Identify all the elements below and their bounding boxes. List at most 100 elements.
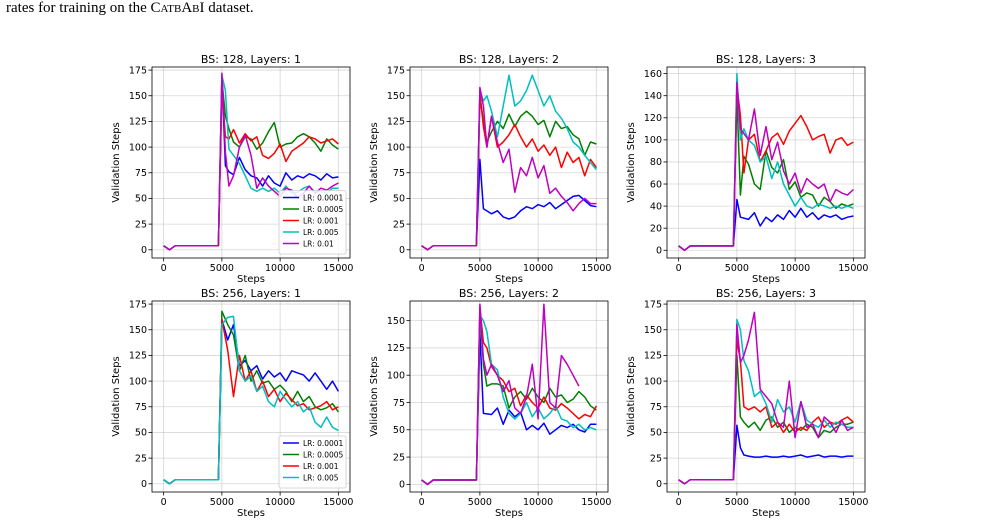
x-axis-label: Steps bbox=[237, 274, 265, 285]
y-tick-label: 100 bbox=[387, 142, 405, 153]
legend-box bbox=[278, 435, 347, 489]
caption-prefix: rates for training on the bbox=[6, 0, 151, 16]
legend-label: LR: 0.001 bbox=[303, 217, 339, 226]
y-tick-label: 150 bbox=[387, 91, 405, 102]
legend-label: LR: 0.005 bbox=[303, 228, 339, 237]
x-tick-label: 5000 bbox=[725, 263, 749, 274]
x-tick-label: 0 bbox=[419, 497, 425, 508]
y-tick-label: 40 bbox=[650, 201, 662, 212]
x-tick-label: 15000 bbox=[323, 263, 353, 274]
y-axis-label: Validation Steps bbox=[369, 356, 380, 437]
chart-title: BS: 128, Layers: 3 bbox=[716, 53, 816, 66]
x-tick-label: 10000 bbox=[523, 497, 553, 508]
x-tick-label: 15000 bbox=[838, 263, 868, 274]
chart-panel-1: 0 5000 10000 15000 0 25 50 75 100 125 150 175 BS: 12… bbox=[111, 53, 353, 285]
y-tick-label: 75 bbox=[650, 402, 662, 413]
y-tick-label: 75 bbox=[393, 398, 405, 409]
series-line-3 bbox=[421, 306, 598, 486]
series-line-3 bbox=[678, 339, 854, 485]
legend-label: LR: 0.0001 bbox=[303, 439, 344, 448]
y-axis-label: Validation Steps bbox=[626, 122, 637, 203]
y-tick-label: 125 bbox=[129, 117, 147, 128]
y-tick-label: 75 bbox=[393, 168, 405, 179]
series-line-4 bbox=[421, 74, 597, 251]
y-tick-label: 20 bbox=[650, 223, 662, 234]
y-tick-label: 0 bbox=[141, 245, 147, 256]
y-tick-label: 125 bbox=[644, 351, 662, 362]
x-axis-label: Steps bbox=[752, 274, 780, 285]
y-tick-label: 100 bbox=[129, 142, 147, 153]
x-axis-label: Steps bbox=[752, 508, 780, 519]
plot-frame bbox=[151, 66, 351, 259]
chart-panel-4: 0 5000 10000 15000 0 25 50 75 100 125 150 175 BS: 25… bbox=[111, 287, 353, 519]
x-axis-label: Steps bbox=[495, 508, 523, 519]
y-tick-label: 75 bbox=[135, 402, 147, 413]
series-line-2 bbox=[163, 310, 340, 485]
series-group bbox=[678, 72, 854, 252]
series-group bbox=[421, 303, 598, 486]
x-tick-label: 5000 bbox=[725, 497, 749, 508]
y-tick-label: 50 bbox=[135, 428, 147, 439]
x-tick-label: 10000 bbox=[523, 263, 553, 274]
y-tick-label: 140 bbox=[644, 91, 662, 102]
x-tick-label: 5000 bbox=[210, 497, 234, 508]
legend-box bbox=[278, 190, 347, 255]
series-group bbox=[678, 311, 854, 485]
y-tick-label: 175 bbox=[644, 299, 662, 310]
y-tick-label: 150 bbox=[387, 316, 405, 327]
x-tick-label: 15000 bbox=[581, 497, 611, 508]
y-tick-label: 80 bbox=[650, 157, 662, 168]
y-tick-label: 120 bbox=[644, 113, 662, 124]
chart-title: BS: 128, Layers: 2 bbox=[459, 53, 559, 66]
x-axis-label: Steps bbox=[237, 508, 265, 519]
x-tick-label: 5000 bbox=[468, 497, 492, 508]
series-line-1 bbox=[678, 198, 854, 252]
series-line-3 bbox=[163, 318, 339, 485]
y-tick-label: 160 bbox=[644, 69, 662, 80]
x-tick-label: 5000 bbox=[468, 263, 492, 274]
legend-label: LR: 0.005 bbox=[303, 474, 339, 483]
y-tick-label: 0 bbox=[656, 246, 662, 257]
chart-title: BS: 256, Layers: 3 bbox=[716, 287, 816, 300]
x-tick-label: 0 bbox=[676, 497, 682, 508]
y-tick-label: 150 bbox=[129, 91, 147, 102]
chart-title: BS: 256, Layers: 1 bbox=[201, 287, 301, 300]
y-axis-label: Validation Steps bbox=[626, 356, 637, 437]
y-tick-label: 25 bbox=[393, 452, 405, 463]
x-tick-label: 0 bbox=[419, 263, 425, 274]
x-tick-label: 10000 bbox=[780, 263, 810, 274]
series-group bbox=[421, 74, 598, 251]
y-axis-label: Validation Steps bbox=[111, 122, 122, 203]
y-tick-label: 100 bbox=[644, 376, 662, 387]
y-tick-label: 60 bbox=[650, 179, 662, 190]
plot-frame bbox=[666, 66, 866, 259]
legend-label: LR: 0.001 bbox=[303, 462, 339, 471]
y-axis-label: Validation Steps bbox=[111, 356, 122, 437]
y-tick-label: 125 bbox=[387, 117, 405, 128]
y-tick-label: 50 bbox=[650, 428, 662, 439]
caption-suffix: dataset. bbox=[204, 0, 254, 16]
series-line-1 bbox=[421, 158, 597, 251]
y-tick-label: 100 bbox=[644, 135, 662, 146]
series-line-2 bbox=[678, 94, 854, 252]
plot-frame bbox=[151, 300, 351, 493]
x-tick-label: 0 bbox=[676, 263, 682, 274]
chart-title: BS: 128, Layers: 1 bbox=[201, 53, 301, 66]
series-line-4 bbox=[678, 318, 854, 485]
y-tick-label: 25 bbox=[135, 219, 147, 230]
series-line-5 bbox=[678, 311, 854, 485]
y-tick-label: 50 bbox=[393, 194, 405, 205]
series-line-5 bbox=[421, 303, 580, 486]
series-group bbox=[163, 310, 340, 485]
x-tick-label: 15000 bbox=[323, 497, 353, 508]
chart-panel-3: 0 5000 10000 15000 0 20 40 60 80 100 120 140 160 BS: … bbox=[626, 53, 868, 285]
y-tick-label: 100 bbox=[129, 376, 147, 387]
y-tick-label: 25 bbox=[135, 453, 147, 464]
legend-label: LR: 0.0005 bbox=[303, 205, 344, 214]
figure-caption: rates for training on the CatbAbI datase… bbox=[6, 0, 254, 17]
y-tick-label: 75 bbox=[135, 168, 147, 179]
y-tick-label: 175 bbox=[129, 299, 147, 310]
chart-title: BS: 256, Layers: 2 bbox=[459, 287, 559, 300]
x-axis-label: Steps bbox=[495, 274, 523, 285]
